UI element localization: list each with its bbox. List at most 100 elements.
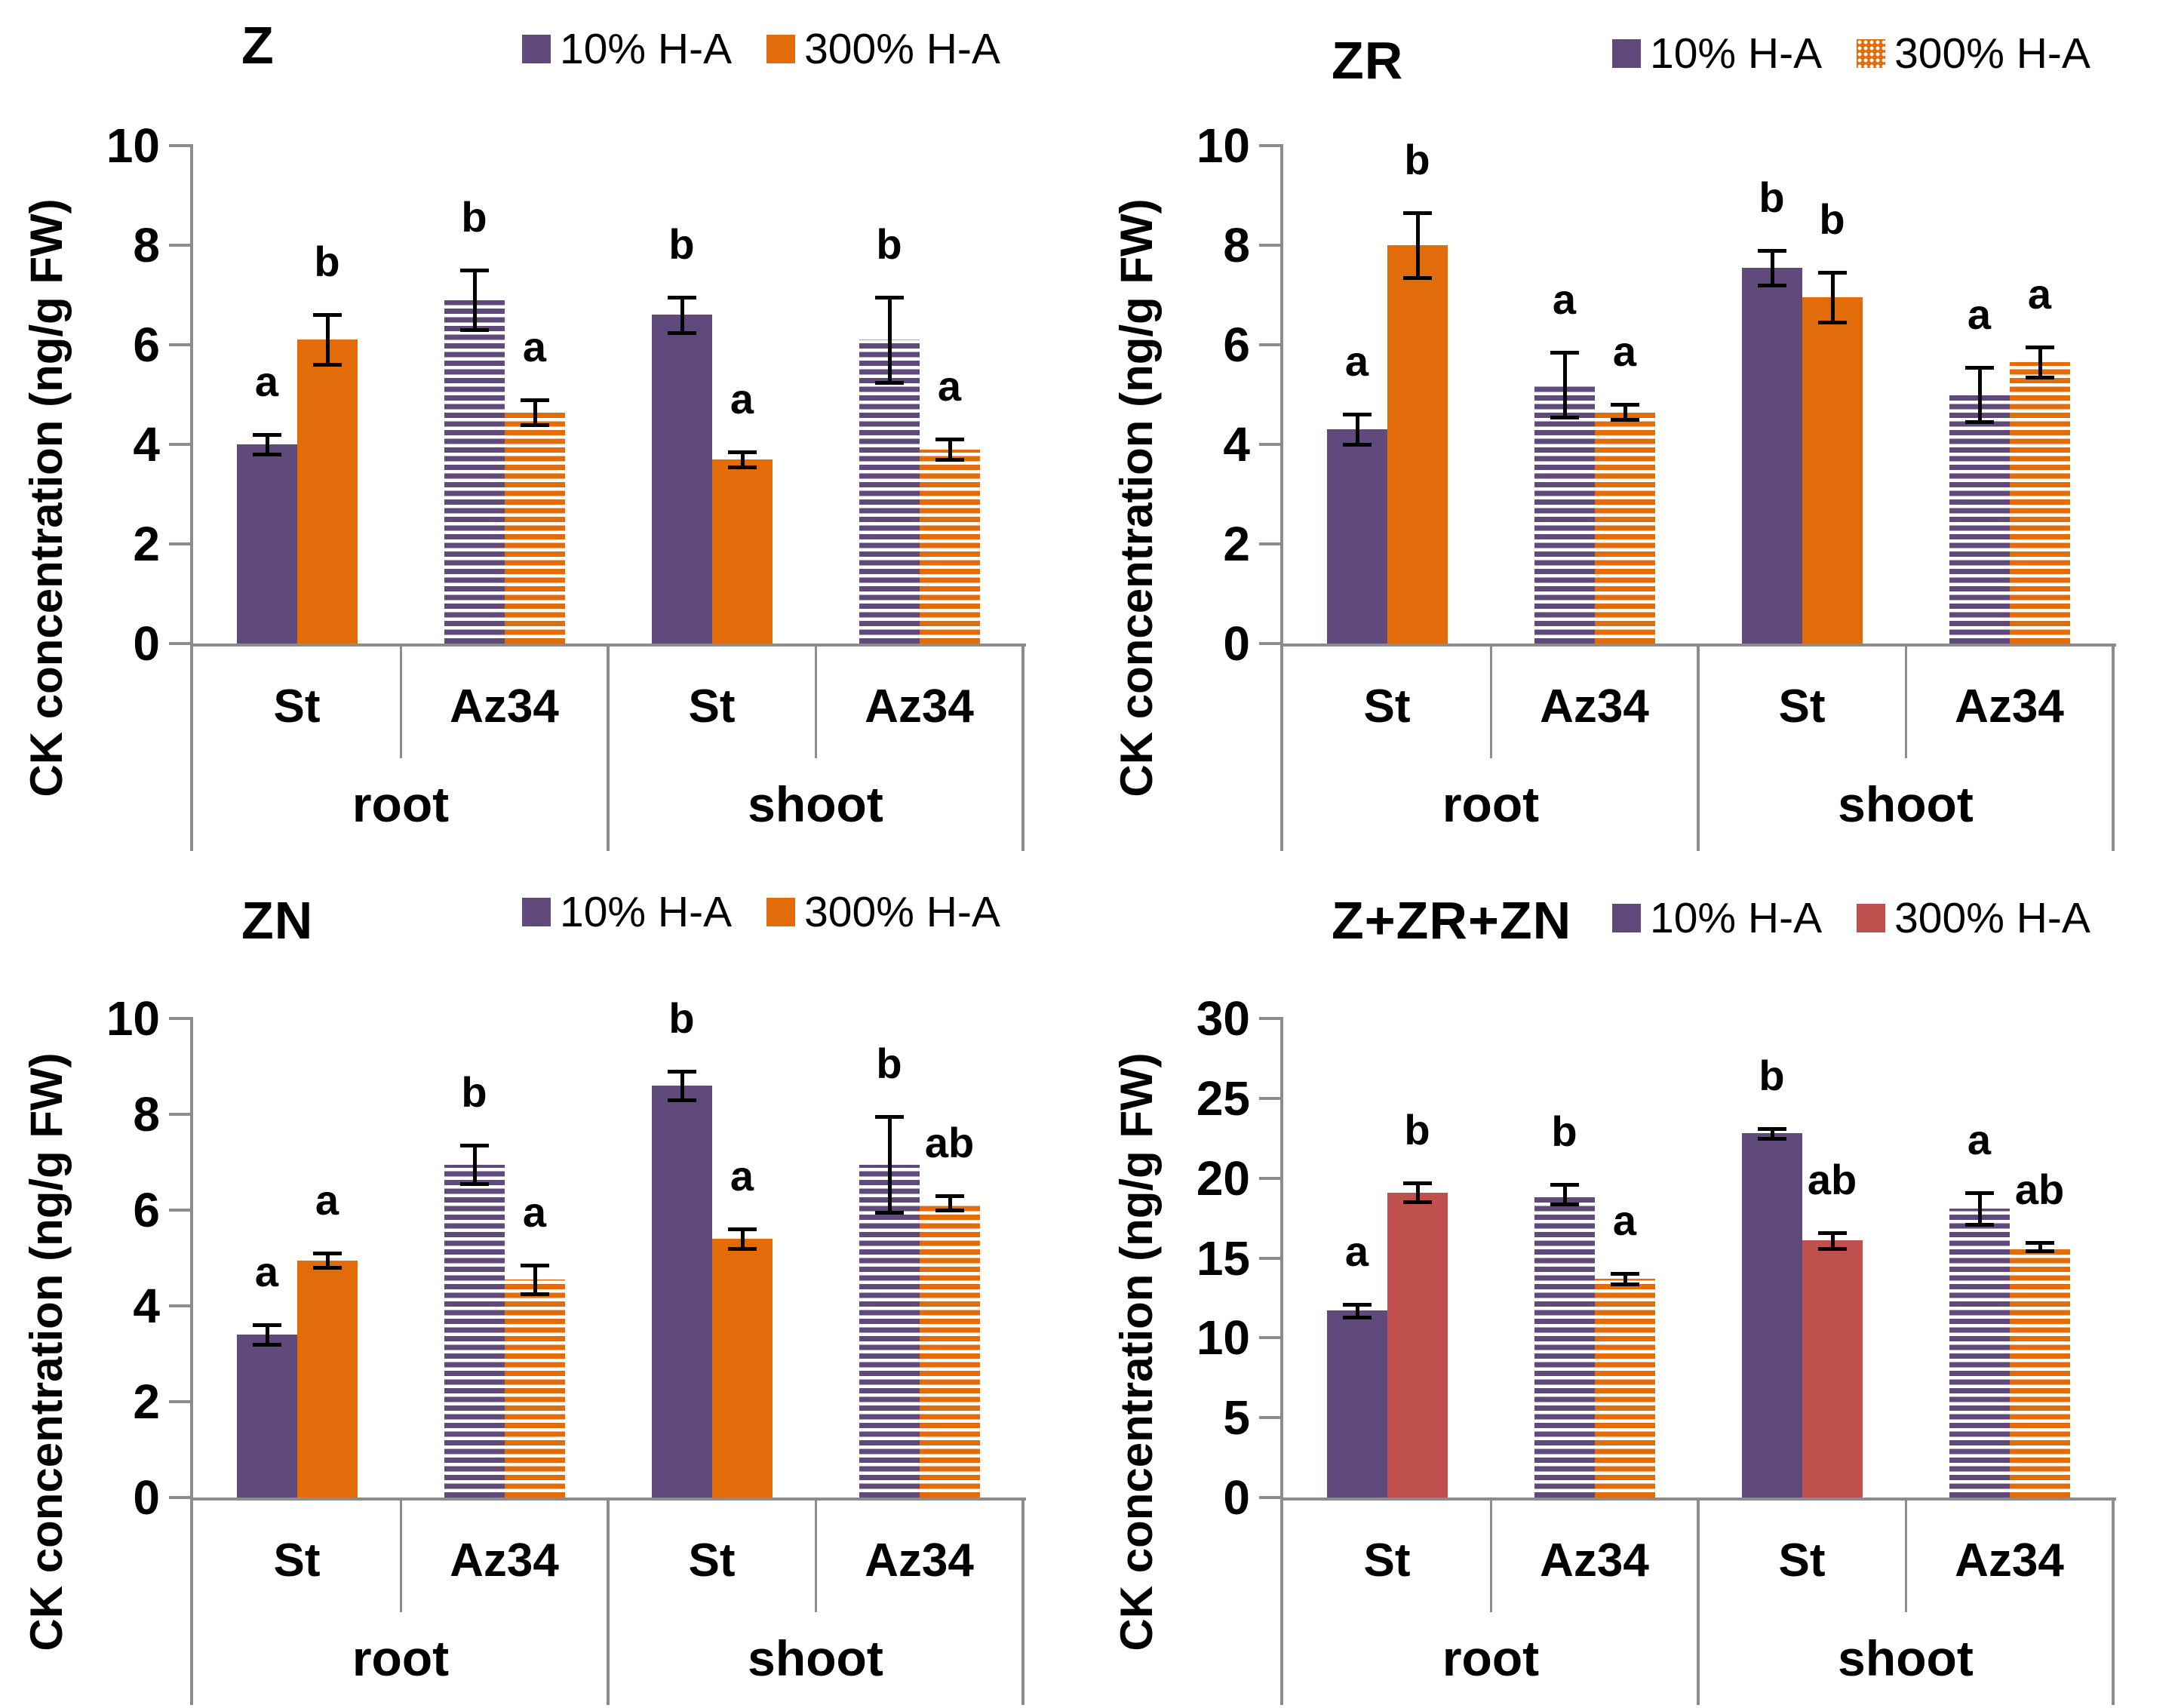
legend-label: 300% H-A	[1894, 894, 2090, 942]
legend-swatch-300-ha	[766, 35, 796, 63]
error-bar-stem	[1830, 1232, 1835, 1249]
bar-shoot-Az34-10-ha	[1949, 1208, 2010, 1498]
y-tick-mark	[169, 1304, 193, 1307]
y-tick-label: 30	[1196, 991, 1250, 1046]
bar-root-St-10-ha	[1326, 429, 1387, 644]
error-bar-cap-bottom	[874, 380, 904, 385]
y-tick-mark	[1259, 343, 1283, 346]
significance-letter: a	[730, 374, 754, 422]
tissue-separator	[1021, 644, 1024, 851]
significance-letter: b	[461, 193, 487, 241]
error-bar-cap-top	[874, 1115, 904, 1120]
y-tick-mark	[1259, 642, 1283, 645]
genotype-label: St	[273, 680, 321, 733]
bar-shoot-Az34-300-ha	[919, 449, 980, 644]
error-bar-cap-top	[935, 438, 964, 442]
error-bar-cap-top	[1757, 248, 1786, 253]
error-bar-cap-bottom	[935, 457, 964, 462]
y-tick-mark	[1259, 244, 1283, 247]
error-bar-cap-top	[1964, 1190, 1994, 1195]
error-bar-cap-bottom	[459, 1182, 489, 1187]
legend-item: 10% H-A	[1612, 893, 1822, 943]
error-bar-stem	[680, 1071, 684, 1100]
genotype-label: St	[688, 1534, 736, 1587]
bar-root-St-300-ha	[1387, 1192, 1448, 1498]
error-bar-cap-top	[1342, 1302, 1372, 1307]
tissue-label: root	[1442, 1630, 1540, 1686]
significance-letter: a	[254, 357, 279, 405]
legend-swatch-10-ha	[522, 35, 551, 63]
significance-letter: a	[1967, 290, 1992, 338]
y-tick-label: 10	[106, 991, 160, 1046]
error-bar-stem	[533, 399, 537, 425]
tissue-separator	[2112, 1498, 2115, 1705]
bar-root-St-10-ha	[236, 444, 297, 644]
significance-letter: ab	[1807, 1155, 1857, 1203]
tissue-label: shoot	[1838, 1630, 1974, 1686]
genotype-label: Az34	[1955, 1534, 2064, 1587]
y-axis-line	[1280, 146, 1283, 851]
bar-root-St-10-ha	[236, 1335, 297, 1498]
error-bar-stem	[325, 1253, 330, 1268]
chart-panel-zr: ZR 10% H-A 300% H-A CK concentration (ng/…	[1090, 0, 2180, 854]
significance-letter: a	[254, 1248, 279, 1296]
significance-letter: a	[1552, 275, 1577, 323]
error-bar-stem	[472, 1145, 477, 1184]
y-tick-label: 6	[133, 1183, 160, 1237]
y-tick-mark	[1259, 1017, 1283, 1020]
error-bar-stem	[1623, 1273, 1627, 1285]
y-tick-label: 2	[1223, 517, 1250, 571]
y-tick-label: 4	[1223, 417, 1250, 472]
legend-item: 300% H-A	[1857, 29, 2090, 78]
chart-panel-z: Z 10% H-A 300% H-A CK concentration (ng/g…	[0, 0, 1090, 854]
significance-letter: a	[522, 322, 547, 370]
genotype-separator	[1905, 1498, 1907, 1612]
y-tick-label: 20	[1196, 1150, 1250, 1206]
error-bar-cap-bottom	[1550, 415, 1579, 419]
error-bar-stem	[1562, 352, 1567, 417]
bar-shoot-St-10-ha	[1741, 1133, 1802, 1498]
bar-root-Az34-300-ha	[504, 1279, 565, 1498]
error-bar-cap-bottom	[667, 330, 696, 335]
y-tick-label: 6	[1223, 318, 1250, 372]
error-bar-stem	[948, 1195, 952, 1210]
legend-swatch-300-ha	[766, 898, 796, 926]
y-tick-mark	[169, 443, 193, 446]
error-bar-cap-bottom	[1550, 1202, 1579, 1206]
y-tick-label: 8	[133, 218, 160, 272]
significance-letter: a	[315, 1176, 339, 1224]
error-bar-stem	[2038, 1243, 2042, 1251]
significance-letter: b	[876, 1040, 902, 1088]
legend: 10% H-A 300% H-A	[522, 24, 1000, 74]
genotype-label: Az34	[450, 680, 559, 733]
legend-label: 10% H-A	[560, 25, 733, 73]
tissue-separator	[2112, 644, 2115, 851]
bar-root-St-10-ha	[1326, 1310, 1387, 1498]
error-bar-stem	[887, 297, 892, 382]
y-tick-mark	[1259, 1176, 1283, 1180]
genotype-label: St	[1778, 680, 1826, 733]
panel-title: ZN	[241, 891, 314, 950]
error-bar-stem	[472, 270, 477, 330]
y-tick-label: 6	[133, 318, 160, 372]
y-tick-mark	[1259, 1336, 1283, 1340]
genotype-separator	[400, 644, 402, 758]
legend-item: 300% H-A	[1857, 893, 2090, 943]
y-tick-label: 0	[133, 616, 160, 671]
tissue-label: shoot	[1838, 776, 1974, 832]
significance-letter: ab	[924, 1118, 975, 1166]
bar-shoot-St-300-ha	[1802, 297, 1863, 644]
genotype-label: Az34	[1540, 1534, 1649, 1587]
bar-shoot-St-10-ha	[651, 315, 712, 644]
error-bar-cap-top	[667, 296, 696, 300]
bar-shoot-St-300-ha	[711, 1239, 773, 1498]
error-bar-cap-bottom	[1817, 321, 1847, 325]
y-tick-label: 8	[133, 1087, 160, 1141]
bar-root-St-300-ha	[1387, 245, 1448, 644]
bar-root-St-300-ha	[296, 1260, 358, 1498]
genotype-label: Az34	[865, 680, 974, 733]
y-tick-mark	[169, 343, 193, 346]
y-tick-label: 10	[106, 118, 160, 173]
significance-letter: a	[730, 1152, 754, 1200]
bar-shoot-Az34-10-ha	[859, 1164, 920, 1498]
